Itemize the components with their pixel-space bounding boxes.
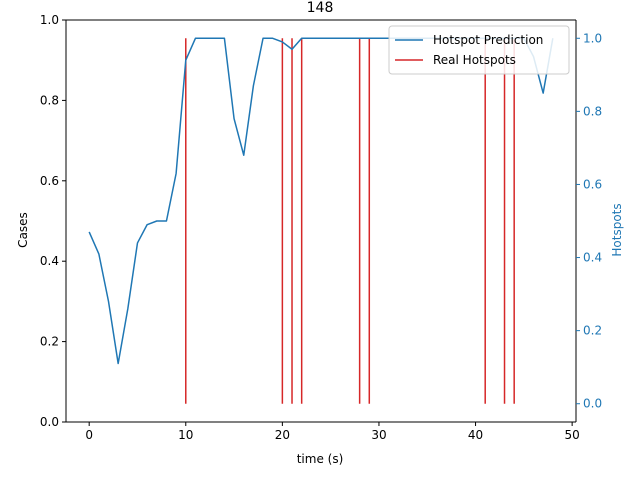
hotspot-prediction-line	[88, 37, 554, 365]
y-axis-label-right: Hotspots	[610, 203, 624, 256]
y-left-tick-label: 1.0	[40, 13, 59, 27]
y-left-tick-label: 0.8	[40, 93, 59, 107]
y-right-tick-label: 0.6	[583, 177, 602, 191]
legend-label: Real Hotspots	[433, 53, 516, 67]
x-tick-label: 40	[468, 428, 483, 442]
legend-label: Hotspot Prediction	[433, 33, 543, 47]
y-left-tick-label: 0.2	[40, 335, 59, 349]
x-tick-label: 20	[275, 428, 290, 442]
x-tick-label: 30	[371, 428, 386, 442]
y-right-tick-label: 0.8	[583, 104, 602, 118]
x-tick-label: 50	[564, 428, 579, 442]
y-left-tick-label: 0.4	[40, 254, 59, 268]
y-right-tick-label: 1.0	[583, 31, 602, 45]
y-right-tick-label: 0.0	[583, 397, 602, 411]
x-axis-label: time (s)	[297, 452, 344, 466]
y-axis-label-left: Cases	[16, 212, 30, 248]
y-right-tick-label: 0.2	[583, 324, 602, 338]
y-right-tick-label: 0.4	[583, 251, 602, 265]
x-tick-label: 0	[85, 428, 93, 442]
y-left-tick-label: 0.6	[40, 174, 59, 188]
legend-box	[388, 25, 570, 75]
y-left-tick-label: 0.0	[40, 415, 59, 429]
chart-title: 148	[307, 0, 334, 16]
x-tick-label: 10	[178, 428, 193, 442]
